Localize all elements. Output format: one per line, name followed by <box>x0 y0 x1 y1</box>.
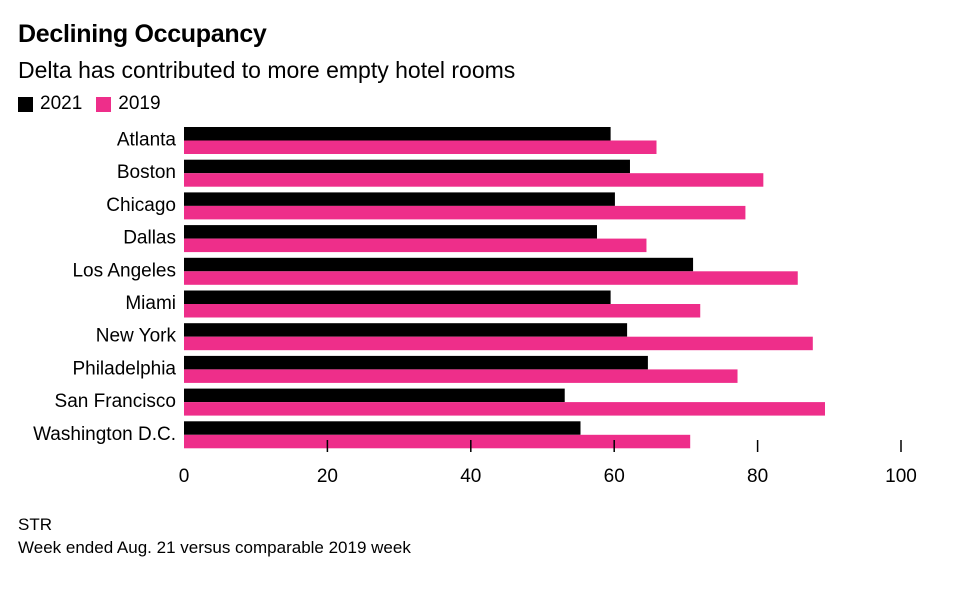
bar-2021-los-angeles <box>184 257 694 272</box>
chart-title: Declining Occupancy <box>18 20 267 48</box>
bar-2021-san-francisco <box>184 388 565 403</box>
bar-2019-philadelphia <box>184 369 738 383</box>
bar-2019-new-york <box>184 336 813 351</box>
category-label-miami: Miami <box>125 293 176 314</box>
x-tick-label-100: 100 <box>885 466 917 487</box>
x-tick-label-40: 40 <box>460 466 481 487</box>
category-label-atlanta: Atlanta <box>117 130 177 151</box>
legend-item-2021: 2021 <box>18 93 82 115</box>
legend-item-2019: 2019 <box>96 93 161 115</box>
category-label-san-francisco: San Francisco <box>55 391 176 412</box>
x-tick-label-0: 0 <box>179 466 190 487</box>
chart-subtitle: Delta has contributed to more empty hote… <box>18 57 516 83</box>
bar-2019-miami <box>184 304 701 318</box>
category-label-washington-d-c: Washington D.C. <box>33 424 176 445</box>
x-tick-label-20: 20 <box>317 466 338 487</box>
bar-2019-chicago <box>184 205 746 220</box>
x-tick-label-80: 80 <box>747 466 768 487</box>
bar-2021-chicago <box>184 192 615 206</box>
bar-2019-washington-d-c <box>184 434 691 449</box>
bar-2019-boston <box>184 173 764 187</box>
category-label-new-york: New York <box>96 326 177 347</box>
bar-2021-miami <box>184 290 611 304</box>
bar-2019-san-francisco <box>184 402 825 416</box>
bar-2021-boston <box>184 159 630 174</box>
category-label-los-angeles: Los Angeles <box>72 260 176 281</box>
legend-swatch-2021 <box>18 96 33 112</box>
bar-chart: Atlanta Boston Chicago Dallas Los Angeles Mia… <box>33 127 917 487</box>
category-label-philadelphia: Philadelphia <box>72 358 176 379</box>
category-label-boston: Boston <box>117 162 176 183</box>
bar-2019-los-angeles <box>184 271 798 285</box>
bar-2019-atlanta <box>184 140 657 154</box>
category-label-chicago: Chicago <box>106 195 176 216</box>
bar-2021-new-york <box>184 323 628 337</box>
bar-2019-dallas <box>184 238 647 253</box>
legend-label-2019: 2019 <box>118 93 161 114</box>
bar-2021-dallas <box>184 225 597 239</box>
legend: 2021 2019 <box>18 93 175 115</box>
legend-label-2021: 2021 <box>40 93 83 114</box>
bar-2021-atlanta <box>184 127 611 141</box>
category-label-dallas: Dallas <box>123 228 176 249</box>
bar-2021-philadelphia <box>184 355 648 370</box>
x-tick-label-60: 60 <box>604 466 625 487</box>
footnote-text: Week ended Aug. 21 versus comparable 201… <box>18 538 411 557</box>
source-text: STR <box>18 515 52 534</box>
legend-swatch-2019 <box>96 96 112 112</box>
bar-2021-washington-d-c <box>184 421 581 435</box>
